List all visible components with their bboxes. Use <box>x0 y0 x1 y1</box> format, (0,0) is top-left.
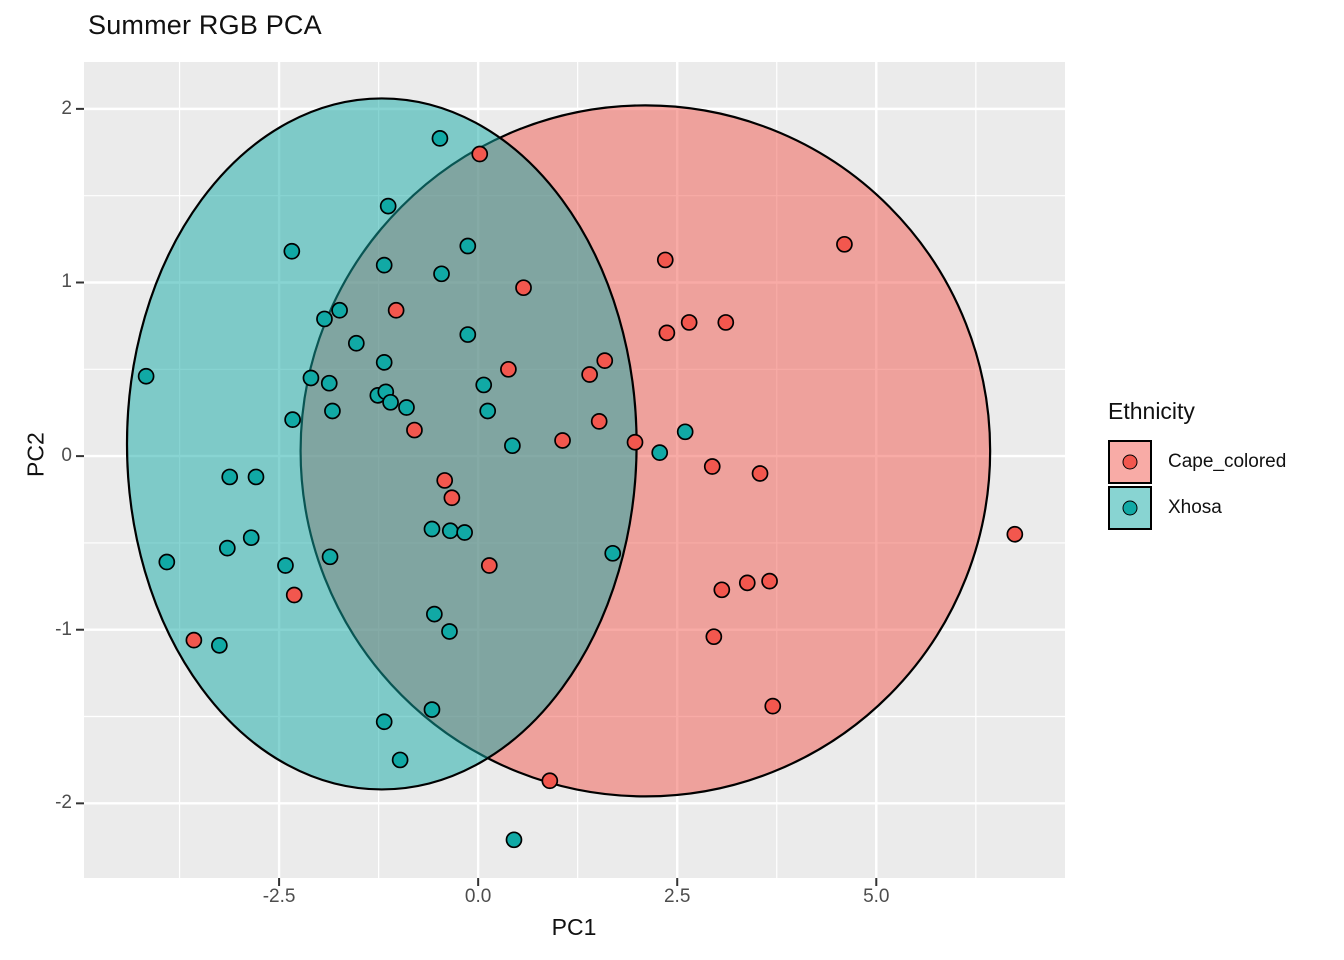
x-tick-label: 5.0 <box>863 886 890 907</box>
data-point-cape_colored <box>554 432 571 449</box>
data-point-xhosa <box>398 399 415 416</box>
data-point-cape_colored <box>471 145 489 163</box>
data-point-xhosa <box>247 468 265 486</box>
data-point-cape_colored <box>656 251 674 269</box>
data-point-cape_colored <box>1006 525 1024 543</box>
data-point-xhosa <box>324 402 341 420</box>
data-point-xhosa <box>456 524 473 541</box>
data-point-cape_colored <box>717 314 735 331</box>
y-tick-label: -2 <box>55 792 72 814</box>
data-point-cape_colored <box>713 581 731 599</box>
data-point-cape_colored <box>285 586 303 604</box>
y-tick-label: -1 <box>55 618 72 640</box>
data-point-xhosa <box>242 529 260 547</box>
data-point-cape_colored <box>541 772 559 790</box>
legend-point-icon <box>1122 454 1138 470</box>
data-point-xhosa <box>331 301 348 319</box>
data-point-xhosa <box>423 520 441 538</box>
data-point-xhosa <box>504 437 521 455</box>
data-point-cape_colored <box>751 465 769 482</box>
data-point-xhosa <box>375 256 393 274</box>
y-tick-label: 2 <box>61 97 72 119</box>
data-point-xhosa <box>459 237 477 255</box>
data-point-cape_colored <box>703 458 721 475</box>
data-point-cape_colored <box>387 301 405 319</box>
legend-key-swatch <box>1108 486 1152 530</box>
data-point-xhosa <box>379 197 397 215</box>
data-point-xhosa <box>137 367 155 385</box>
legend-label: Cape_colored <box>1168 451 1287 472</box>
data-point-xhosa <box>505 831 523 849</box>
x-tick-label: -2.5 <box>262 886 296 907</box>
data-point-cape_colored <box>581 366 598 383</box>
data-point-xhosa <box>441 623 458 640</box>
legend-point-icon <box>1122 500 1138 516</box>
data-point-cape_colored <box>515 279 532 297</box>
data-point-cape_colored <box>596 352 614 369</box>
data-point-xhosa <box>375 354 393 371</box>
data-point-cape_colored <box>761 572 778 590</box>
data-point-xhosa <box>459 326 477 343</box>
legend-entry-cape_colored: Cape_colored <box>1108 439 1286 485</box>
data-point-cape_colored <box>406 421 423 439</box>
data-point-cape_colored <box>836 235 853 253</box>
data-point-xhosa <box>158 553 176 571</box>
legend-label: Xhosa <box>1168 497 1222 518</box>
data-point-xhosa <box>479 402 497 420</box>
data-point-xhosa <box>426 605 443 623</box>
data-point-xhosa <box>221 468 239 486</box>
data-point-xhosa <box>284 411 301 429</box>
data-point-cape_colored <box>658 324 676 342</box>
data-point-xhosa <box>321 548 339 566</box>
legend-key-swatch <box>1108 440 1152 484</box>
data-point-xhosa <box>433 265 450 283</box>
x-axis-label: PC1 <box>551 914 597 940</box>
data-point-xhosa <box>347 334 365 352</box>
y-axis-label: PC2 <box>22 432 49 477</box>
data-point-cape_colored <box>680 314 698 331</box>
data-point-xhosa <box>320 374 338 392</box>
data-point-xhosa <box>277 557 294 574</box>
legend-title: Ethnicity <box>1108 398 1195 424</box>
data-point-xhosa <box>475 376 493 394</box>
x-tick-label: 2.5 <box>663 886 691 907</box>
data-point-xhosa <box>441 522 459 540</box>
data-point-xhosa <box>302 369 320 387</box>
data-point-xhosa <box>431 130 449 147</box>
data-point-xhosa <box>375 713 393 731</box>
x-tick-label: 0.0 <box>464 886 492 907</box>
data-point-cape_colored <box>443 489 461 507</box>
data-point-cape_colored <box>590 413 608 430</box>
data-point-xhosa <box>651 444 669 461</box>
legend-entries: Cape_colored Xhosa <box>1108 439 1286 531</box>
data-point-xhosa <box>391 751 409 769</box>
data-point-xhosa <box>676 423 694 441</box>
data-point-xhosa <box>211 637 228 654</box>
legend-entry-xhosa: Xhosa <box>1108 485 1286 531</box>
data-point-cape_colored <box>626 433 644 451</box>
data-point-cape_colored <box>705 628 723 646</box>
legend: Ethnicity Cape_colored Xhosa <box>1108 398 1286 531</box>
data-point-xhosa <box>218 539 236 557</box>
data-point-cape_colored <box>764 697 782 715</box>
data-point-xhosa <box>316 310 333 328</box>
plot-title: Summer RGB PCA <box>88 10 322 40</box>
y-tick-label: 1 <box>61 271 72 293</box>
data-point-xhosa <box>604 544 622 562</box>
data-point-cape_colored <box>738 574 756 592</box>
data-point-xhosa <box>382 393 399 411</box>
data-point-cape_colored <box>480 557 498 574</box>
data-point-cape_colored <box>185 631 203 649</box>
data-point-cape_colored <box>436 472 454 489</box>
data-point-xhosa <box>423 701 441 718</box>
y-tick-label: 0 <box>61 445 72 467</box>
data-point-xhosa <box>283 242 301 260</box>
data-point-cape_colored <box>500 360 517 378</box>
